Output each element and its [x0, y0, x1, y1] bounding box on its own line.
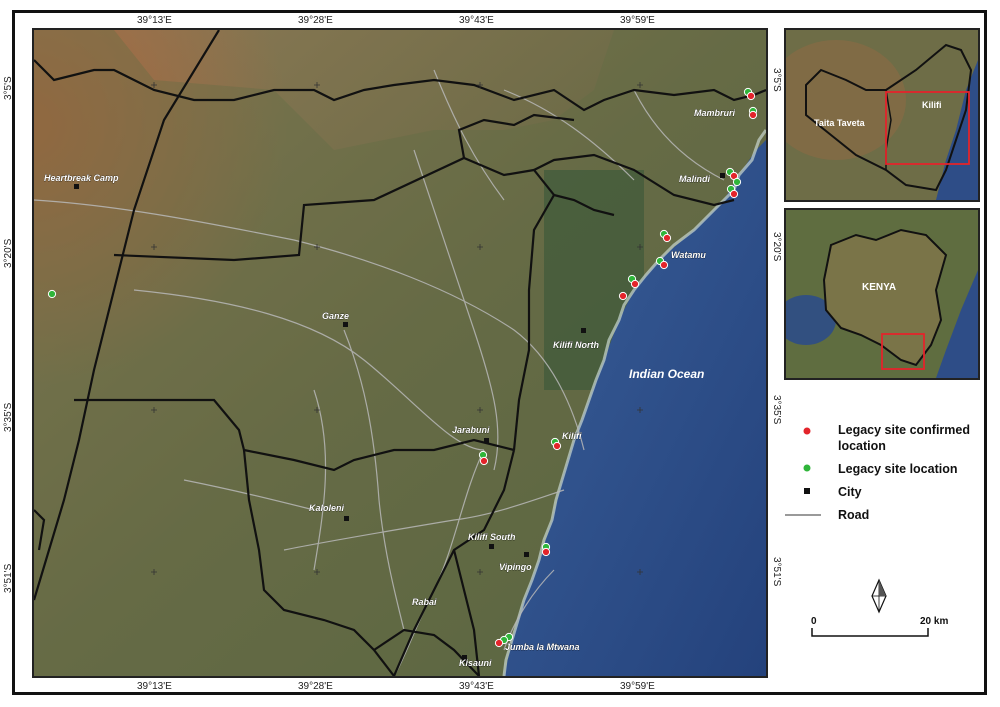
confirmed-site-marker[interactable]	[630, 279, 640, 289]
scale-bar	[811, 628, 929, 637]
coord-right-2: 3°20'S	[771, 232, 782, 262]
city-marker[interactable]	[484, 438, 489, 443]
inset-highlight-box	[885, 91, 970, 165]
scale-end-label: 20 km	[920, 616, 949, 627]
site-markers	[47, 87, 758, 648]
legend-road-swatch	[785, 514, 821, 516]
label-malindi: Malindi	[679, 174, 710, 184]
legend-legacy-swatch	[802, 463, 812, 473]
coord-top-2: 39°28'E	[298, 15, 333, 26]
confirmed-site-marker[interactable]	[541, 547, 551, 557]
label-kilifi: Kilifi	[562, 431, 582, 441]
coord-left-4: 3°51'S	[3, 563, 14, 593]
label-heartbreak-camp: Heartbreak Camp	[44, 173, 119, 183]
confirmed-site-marker[interactable]	[748, 110, 758, 120]
label-watamu: Watamu	[671, 250, 706, 260]
city-marker[interactable]	[344, 516, 349, 521]
north-arrow-icon	[871, 578, 887, 614]
city-marker[interactable]	[343, 322, 348, 327]
confirmed-site-marker[interactable]	[494, 638, 504, 648]
label-mambruri: Mambruri	[694, 108, 736, 118]
legend-confirmed-label-2: location	[838, 439, 886, 453]
place-labels: Heartbreak Camp Ganze Kilifi North Jarab…	[44, 108, 736, 668]
map-frame	[12, 10, 987, 695]
confirmed-site-marker[interactable]	[479, 456, 489, 466]
coord-left-3: 3°35'S	[3, 402, 14, 432]
coord-bottom-1: 39°13'E	[137, 681, 172, 692]
label-jumba: Jumba la Mtwana	[505, 642, 580, 652]
legend-city-swatch	[804, 488, 810, 494]
coord-left-2: 3°20'S	[3, 238, 14, 268]
inset-label-taita: Taita Taveta	[814, 118, 866, 128]
graticule-crosses	[151, 82, 643, 575]
label-kisauni: Kisauni	[459, 658, 492, 668]
city-marker[interactable]	[720, 173, 725, 178]
coord-right-1: 3°5'S	[771, 68, 782, 92]
confirmed-site-marker[interactable]	[746, 91, 756, 101]
main-map-svg: Heartbreak Camp Ganze Kilifi North Jarab…	[34, 30, 766, 676]
label-kaloleni: Kaloleni	[309, 503, 345, 513]
confirmed-site-marker[interactable]	[729, 189, 739, 199]
coastline	[502, 129, 766, 676]
coord-right-3: 3°35'S	[771, 395, 782, 425]
scale-start-label: 0	[811, 616, 817, 627]
coord-bottom-4: 39°59'E	[620, 681, 655, 692]
confirmed-site-marker[interactable]	[659, 260, 669, 270]
label-kilifi-south: Kilifi South	[468, 532, 516, 542]
city-marker[interactable]	[74, 184, 79, 189]
inset-county-map[interactable]: Taita Taveta Kilifi	[784, 28, 980, 202]
city-marker[interactable]	[489, 544, 494, 549]
city-marker[interactable]	[462, 655, 467, 660]
indian-ocean-area	[504, 140, 766, 676]
city-marker[interactable]	[581, 328, 586, 333]
inset-country-box	[881, 333, 925, 370]
country-outline	[822, 228, 948, 367]
roads	[34, 69, 725, 676]
coord-right-4: 3°51'S	[771, 557, 782, 587]
label-rabai: Rabai	[412, 597, 437, 607]
legacy-site-marker[interactable]	[47, 289, 57, 299]
county-boundaries	[34, 30, 766, 676]
inset-label-kenya: KENYA	[862, 282, 896, 293]
coord-left-1: 3°5'S	[3, 76, 14, 100]
inset-country-svg: KENYA	[786, 210, 978, 378]
confirmed-site-marker[interactable]	[662, 233, 672, 243]
label-indian-ocean: Indian Ocean	[629, 367, 704, 381]
label-ganze: Ganze	[322, 311, 349, 321]
inset-country-map[interactable]: KENYA	[784, 208, 980, 380]
coord-bottom-2: 39°28'E	[298, 681, 333, 692]
confirmed-site-marker[interactable]	[552, 441, 562, 451]
city-marker[interactable]	[524, 552, 529, 557]
cities	[74, 173, 725, 660]
coord-top-4: 39°59'E	[620, 15, 655, 26]
coord-top-3: 39°43'E	[459, 15, 494, 26]
coord-bottom-3: 39°43'E	[459, 681, 494, 692]
label-kilifi-north: Kilifi North	[553, 340, 599, 350]
legend-confirmed-label-1: Legacy site confirmed	[838, 423, 970, 437]
legacy-site-marker[interactable]	[732, 177, 742, 187]
inset-label-kilifi: Kilifi	[922, 100, 942, 110]
legend-road-label: Road	[838, 508, 870, 522]
legend-confirmed-swatch	[802, 426, 812, 436]
inset-county-svg: Taita Taveta Kilifi	[786, 30, 978, 200]
main-map[interactable]: Heartbreak Camp Ganze Kilifi North Jarab…	[32, 28, 768, 678]
confirmed-site-marker[interactable]	[618, 291, 628, 301]
county-outline	[805, 43, 973, 192]
legend-city-label: City	[838, 485, 862, 499]
label-jarabuni: Jarabuni	[452, 425, 490, 435]
label-vipingo: Vipingo	[499, 562, 532, 572]
coord-top-1: 39°13'E	[137, 15, 172, 26]
legend-legacy-label: Legacy site location	[838, 462, 958, 476]
